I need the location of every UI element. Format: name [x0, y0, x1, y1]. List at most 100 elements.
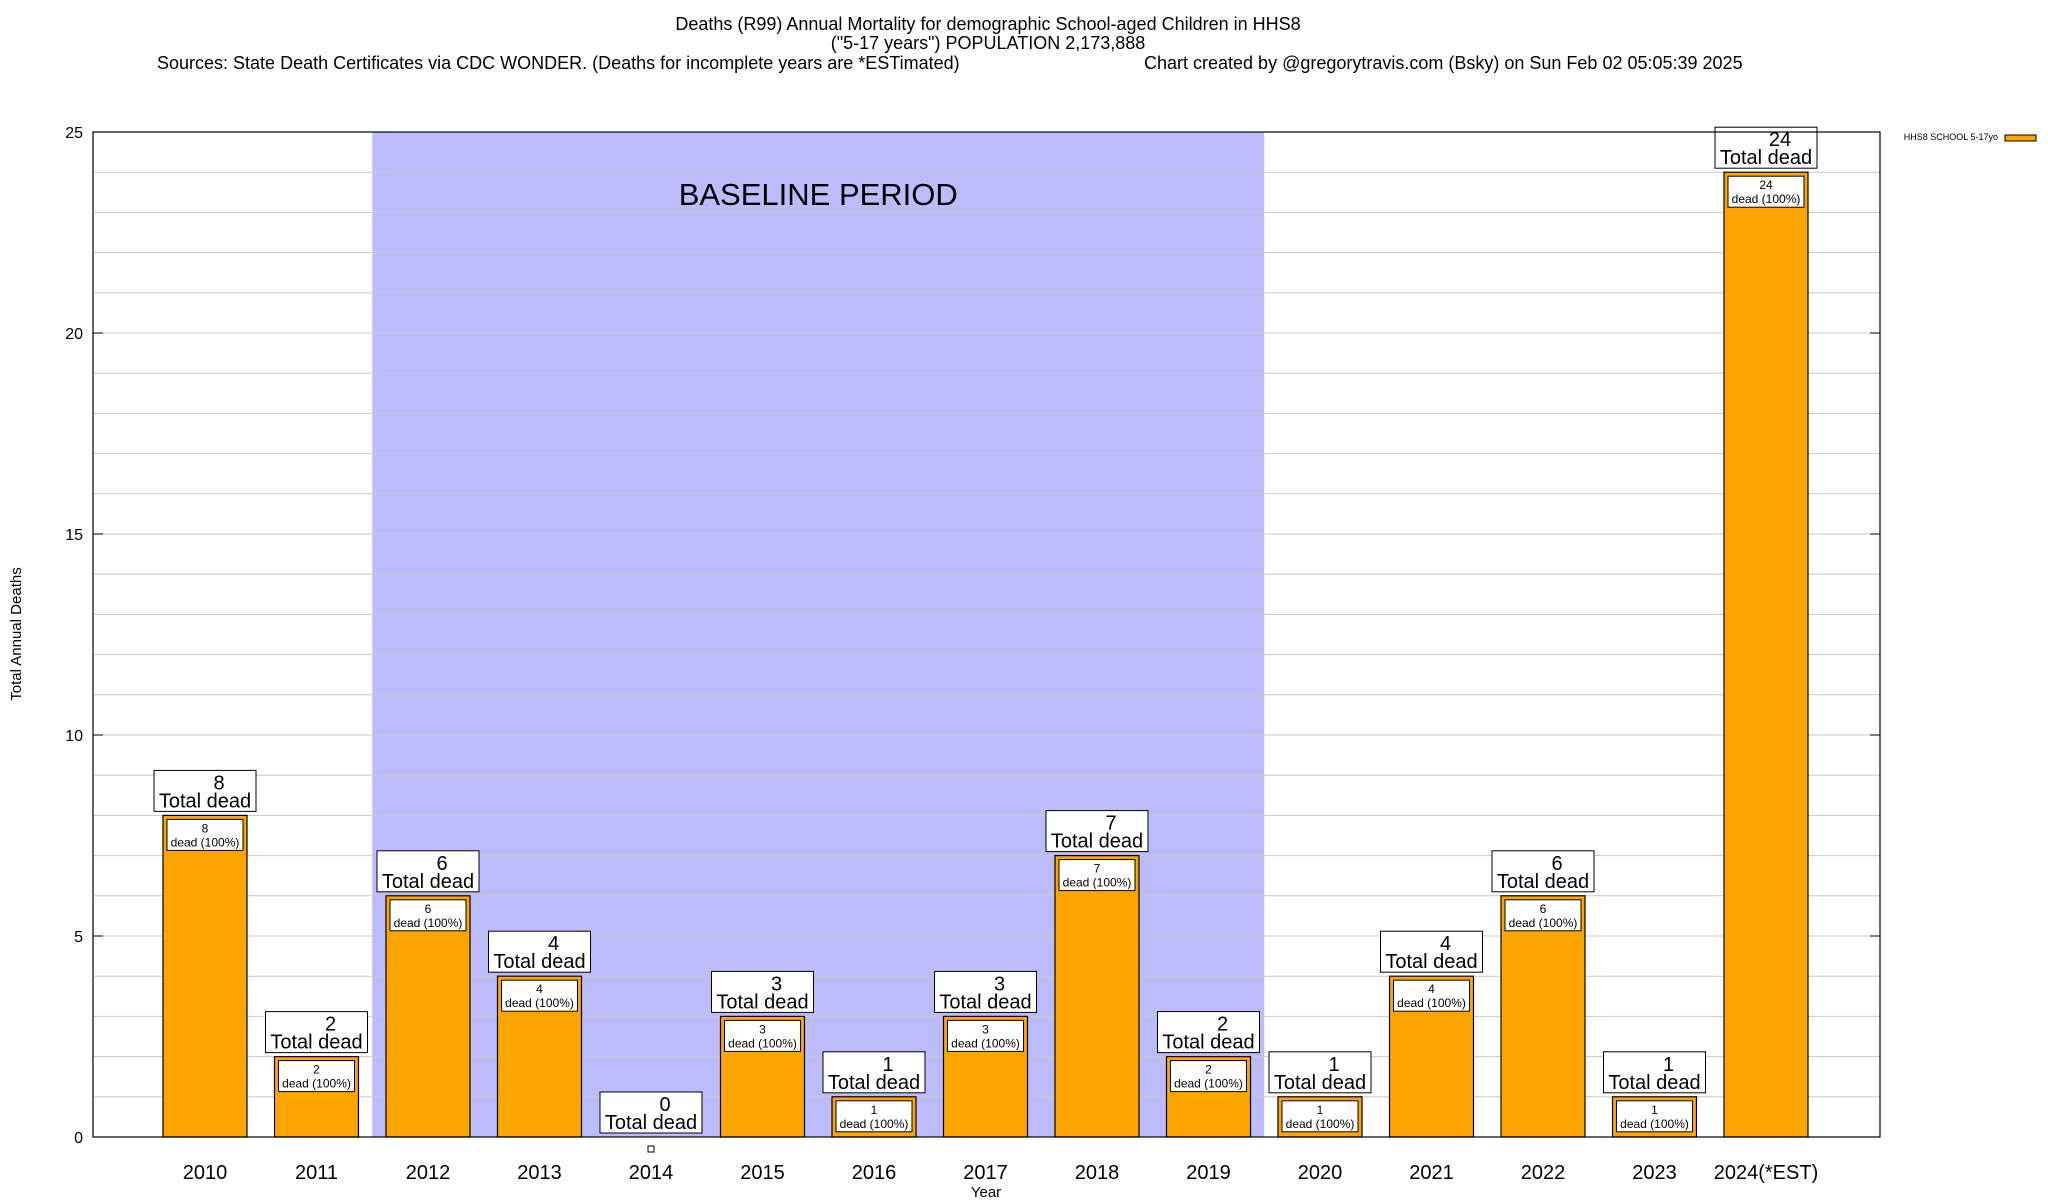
bar-inner-value: 6 [425, 902, 432, 916]
bar-inner-label-box [1281, 1100, 1359, 1133]
bar-inner-caption: dead (100%) [171, 835, 240, 849]
bar [162, 814, 248, 1138]
bar-total-value: 4 [1440, 933, 1451, 955]
bar-inner-label-box [1727, 175, 1805, 208]
bar-total-label-box [1268, 1051, 1372, 1094]
x-tick-label: 2019 [1186, 1162, 1231, 1184]
chart-subtitle: ("5-17 years") POPULATION 2,173,888 [831, 33, 1146, 53]
bar-inner-caption: dead (100%) [1620, 1117, 1689, 1131]
bar-total-caption: Total dead [828, 1072, 920, 1094]
y-tick-label: 15 [65, 527, 83, 544]
bar-total-value: 1 [1663, 1054, 1674, 1076]
x-tick-label: 2016 [852, 1162, 897, 1184]
bar-total-label-box [1045, 810, 1149, 853]
bar-total-caption: Total dead [716, 991, 808, 1013]
bar-inner-value: 3 [982, 1022, 989, 1036]
bar-total-value: 24 [1769, 129, 1791, 151]
x-tick-label: 2021 [1409, 1162, 1454, 1184]
bar-total-label-box [934, 970, 1037, 1013]
legend-label: HHS8 SCHOOL 5-17yo [1904, 132, 1998, 142]
bar-inner-label-box [1170, 1060, 1247, 1093]
bar-total-caption: Total dead [1274, 1072, 1366, 1094]
bar-inner-caption: dead (100%) [840, 1117, 909, 1131]
bar-total-label-box [1380, 930, 1483, 973]
chart-title: Deaths (R99) Annual Mortality for demogr… [675, 14, 1300, 34]
baseline-period-label: BASELINE PERIOD [679, 177, 958, 212]
legend-swatch [2004, 134, 2037, 142]
x-tick-label: 2022 [1521, 1162, 1566, 1184]
bar [1054, 854, 1140, 1138]
bar-inner-value: 1 [871, 1103, 878, 1117]
chart-sources: Sources: State Death Certificates via CD… [157, 53, 960, 73]
bar-inner-caption: dead (100%) [282, 1077, 351, 1091]
y-tick-label: 25 [65, 125, 83, 142]
bar [1500, 895, 1586, 1138]
x-axis-label: Year [971, 1184, 1001, 1200]
y-tick-label: 20 [65, 326, 83, 343]
bar-inner-value: 4 [536, 982, 543, 996]
bar-total-caption: Total dead [1497, 871, 1589, 893]
bar-inner-label-box [278, 1060, 355, 1093]
x-tick-label: 2018 [1075, 1162, 1120, 1184]
bar-total-label-box [1714, 126, 1818, 169]
bar-inner-caption: dead (100%) [1063, 876, 1132, 890]
bar-inner-value: 1 [1651, 1103, 1658, 1117]
bar-inner-caption: dead (100%) [728, 1036, 797, 1050]
bar-total-label-box [376, 850, 480, 893]
bar-inner-label-box [835, 1100, 913, 1133]
bar-total-value: 1 [882, 1054, 893, 1076]
bar [1723, 171, 1809, 1138]
bar-total-label-box [265, 1011, 368, 1054]
bar-total-label-box [153, 769, 257, 812]
bar-total-caption: Total dead [1162, 1032, 1254, 1054]
bar-total-caption: Total dead [159, 790, 251, 812]
bar-total-value: 4 [548, 933, 559, 955]
bar-total-caption: Total dead [382, 871, 474, 893]
bar-total-value: 1 [1328, 1054, 1339, 1076]
y-axis-label: Total Annual Deaths [8, 567, 25, 700]
bar-zero-marker [647, 1145, 655, 1153]
y-tick-label: 5 [74, 929, 83, 946]
bar-inner-value: 8 [202, 821, 209, 835]
bar-inner-value: 6 [1540, 902, 1547, 916]
bar-inner-caption: dead (100%) [505, 996, 574, 1010]
bar-total-value: 0 [659, 1094, 670, 1116]
bar-inner-label-box [947, 1019, 1024, 1052]
chart-credit: Chart created by @gregorytravis.com (Bsk… [1144, 53, 1743, 73]
bar-total-value: 6 [1551, 853, 1562, 875]
bar [385, 895, 471, 1138]
bar-inner-value: 2 [313, 1063, 320, 1077]
bar-total-value: 7 [1105, 813, 1116, 835]
bar-inner-label-box [1393, 979, 1470, 1012]
bar-total-value: 8 [213, 772, 224, 794]
bar-inner-label-box [724, 1019, 801, 1052]
x-tick-label: 2017 [963, 1162, 1008, 1184]
bar-inner-label-box [1616, 1100, 1693, 1133]
x-tick-label: 2014 [629, 1162, 674, 1184]
bar-inner-value: 4 [1428, 982, 1435, 996]
bar-inner-label-box [1504, 899, 1582, 932]
bar-total-value: 2 [1217, 1014, 1228, 1036]
bar-inner-caption: dead (100%) [1397, 996, 1466, 1010]
bar-inner-caption: dead (100%) [1286, 1117, 1355, 1131]
bar-total-label-box [1491, 850, 1595, 893]
bar-inner-label-box [166, 818, 244, 851]
bar-inner-caption: dead (100%) [394, 916, 463, 930]
bar-inner-caption: dead (100%) [1509, 916, 1578, 930]
bar-inner-value: 1 [1317, 1103, 1324, 1117]
bar-total-caption: Total dead [270, 1032, 362, 1054]
bar-inner-value: 2 [1205, 1063, 1212, 1077]
bar-total-caption: Total dead [1720, 147, 1812, 169]
bar-total-label-box [488, 930, 591, 973]
chart-header: Deaths (R99) Annual Mortality for demogr… [157, 14, 1743, 73]
bar-total-label-box [599, 1091, 703, 1134]
bar-total-caption: Total dead [1385, 951, 1477, 973]
x-tick-label: 2010 [183, 1162, 228, 1184]
bar-total-caption: Total dead [1051, 831, 1143, 853]
x-tick-label: 2012 [406, 1162, 451, 1184]
bar-total-value: 3 [994, 973, 1005, 995]
bar-total-label-box [822, 1051, 926, 1094]
bar-inner-value: 7 [1094, 862, 1101, 876]
x-tick-label: 2023 [1632, 1162, 1677, 1184]
